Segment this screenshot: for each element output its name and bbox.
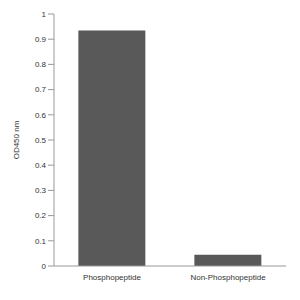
svg-text:0.6: 0.6 xyxy=(35,111,47,120)
svg-text:0.7: 0.7 xyxy=(35,85,47,94)
svg-text:0: 0 xyxy=(42,262,47,271)
svg-text:0.9: 0.9 xyxy=(35,35,47,44)
svg-text:0.8: 0.8 xyxy=(35,60,47,69)
svg-text:Non-Phosphopeptide: Non-Phosphopeptide xyxy=(190,273,266,282)
svg-text:0.1: 0.1 xyxy=(35,237,47,246)
svg-text:0.4: 0.4 xyxy=(35,161,47,170)
svg-text:Phosphopeptide: Phosphopeptide xyxy=(83,273,141,282)
svg-text:0.5: 0.5 xyxy=(35,136,47,145)
svg-text:OD450 nm: OD450 nm xyxy=(12,120,21,159)
svg-text:0.3: 0.3 xyxy=(35,186,47,195)
svg-text:1: 1 xyxy=(42,10,47,19)
svg-text:0.2: 0.2 xyxy=(35,211,47,220)
